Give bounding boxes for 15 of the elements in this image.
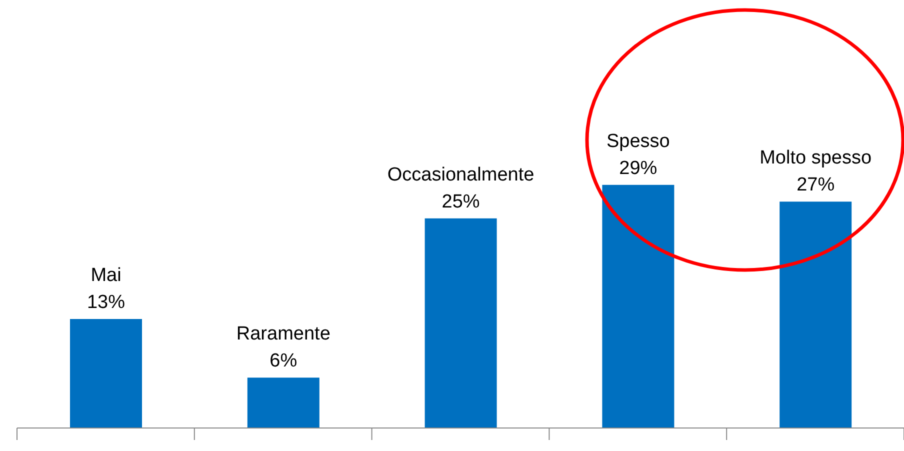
bar <box>70 318 142 428</box>
data-label: 6% <box>270 350 298 372</box>
x-tick-label: Raramente <box>236 324 330 345</box>
bar <box>424 218 497 428</box>
bar <box>780 202 852 428</box>
x-tick-label: Molto spesso <box>760 148 872 169</box>
bar <box>247 378 320 428</box>
data-label: 13% <box>86 292 126 313</box>
x-tick-label: Mai <box>90 264 122 286</box>
data-label: 25% <box>442 191 480 212</box>
x-tick-label: Spesso <box>606 130 670 152</box>
x-tick-label: Occasionalmente <box>387 164 534 186</box>
data-label: 27% <box>796 174 835 196</box>
bar <box>602 184 674 428</box>
data-label: 29% <box>619 158 658 179</box>
